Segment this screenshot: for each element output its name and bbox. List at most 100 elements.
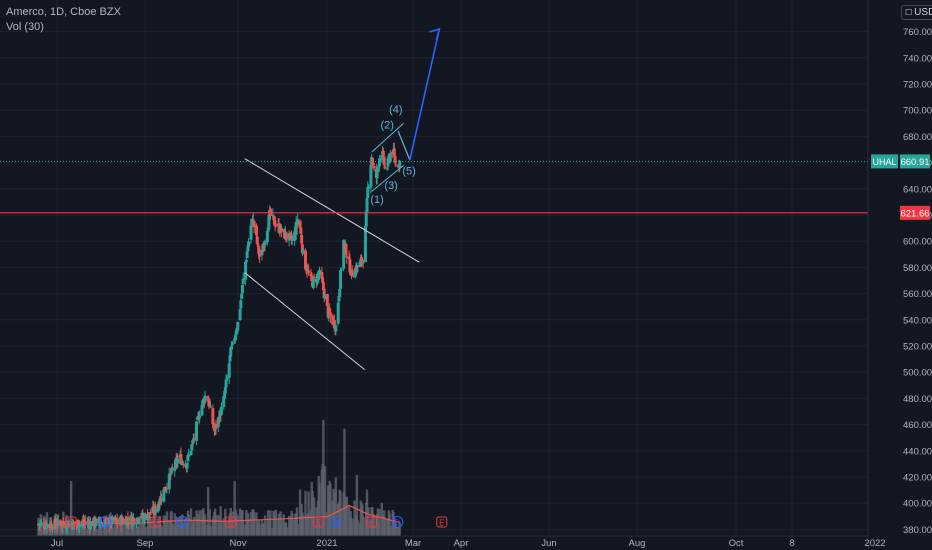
volume-bar (343, 428, 346, 536)
candle-body (146, 516, 150, 521)
candle-body (239, 300, 243, 309)
volume-bar (304, 490, 307, 536)
candle-body (301, 249, 305, 254)
volume-bar (220, 522, 223, 536)
candle-body (207, 399, 211, 407)
price-tick-label: 740.00 (903, 53, 932, 64)
candle-body (40, 522, 44, 524)
candle-body (93, 517, 97, 527)
candle-body (195, 421, 198, 441)
candle-body (218, 410, 222, 422)
candle-body (293, 231, 297, 241)
wedge-line (371, 164, 404, 192)
candle-body (261, 249, 265, 253)
volume-bar (203, 514, 207, 536)
candle-body (246, 247, 250, 252)
time-tick-label: Oct (729, 538, 744, 549)
candle-body (97, 519, 101, 523)
volume-bar (206, 487, 210, 536)
volume-bar (355, 475, 359, 536)
candle-body (235, 329, 239, 334)
candle-body (244, 259, 248, 263)
candle-body (377, 158, 381, 167)
candle-body (268, 208, 272, 216)
price-tick-label: 480.00 (903, 394, 932, 405)
candle-body (230, 346, 234, 350)
currency-button[interactable]: ☐ USD (901, 5, 932, 20)
price-tick-label: 720.00 (903, 79, 932, 90)
candle-body (168, 474, 172, 476)
price-tick-label: 600.00 (903, 237, 932, 248)
candle-body (298, 220, 302, 229)
candle-body (115, 518, 119, 523)
volume-bar (182, 522, 185, 536)
candle-body (230, 341, 234, 346)
candle-body (42, 524, 46, 528)
volume-bar (345, 496, 348, 536)
time-tick-label: Nov (230, 538, 247, 549)
candle-body (271, 214, 275, 217)
time-tick-label: Sep (137, 538, 154, 549)
candle-body (394, 164, 398, 166)
symbol-title[interactable]: Amerco, 1D, Cboe BZX (6, 6, 121, 18)
volume-indicator-label[interactable]: Vol (30) (6, 21, 44, 33)
earnings-marker (65, 516, 77, 528)
candle-body (86, 523, 89, 525)
price-tick-label: 700.00 (903, 106, 932, 117)
candle-body (260, 249, 264, 256)
volume-bar (192, 516, 196, 536)
candle-body (381, 150, 385, 155)
volume-bar (318, 482, 321, 536)
candle-body (132, 518, 136, 524)
candle-body (300, 234, 304, 244)
grid-lines (0, 0, 876, 536)
candle-body (238, 309, 242, 321)
candle-body (228, 355, 232, 362)
volume-bars (37, 420, 401, 536)
candle-body (392, 148, 396, 156)
candle-body (263, 241, 267, 246)
candle-body (164, 487, 168, 491)
time-tick-label: Aug (629, 538, 646, 549)
candle-body (328, 312, 332, 317)
volume-bar (100, 524, 103, 536)
candle-body (78, 524, 82, 528)
candle-body (328, 309, 332, 315)
price-axis[interactable]: 380.00 400.00 420.00 440.00 460.00 480.00 500.… (867, 0, 932, 550)
candle-body (254, 225, 258, 236)
time-tick-label: 2021 (316, 538, 337, 549)
candle-body (71, 520, 75, 530)
volume-bar (378, 509, 381, 536)
currency-label: USD (914, 7, 932, 18)
volume-bar (198, 510, 201, 536)
candle-body (191, 439, 195, 441)
volume-bar (37, 518, 40, 536)
candle-body (224, 379, 228, 388)
channel-line (244, 272, 365, 370)
candle-body (185, 463, 189, 469)
candle-body (121, 518, 125, 521)
candle-body (216, 417, 220, 428)
candle-body (348, 259, 352, 273)
candle-body (258, 252, 262, 257)
candle-body (247, 241, 251, 247)
wave-label: (1) (370, 194, 383, 206)
candle-body (180, 461, 184, 463)
volume-bar (389, 525, 392, 536)
candle-body (342, 240, 346, 269)
volume-bar (151, 516, 155, 536)
candle-body (331, 316, 335, 325)
time-axis[interactable]: Jul Sep Nov 2021 Mar Apr Jun Aug Oct 8 2022 (0, 535, 886, 550)
price-axis-bg (868, 0, 932, 550)
candle-body (165, 487, 169, 489)
candle-body (135, 522, 139, 525)
candle-body (309, 273, 313, 277)
earnings-marker (149, 516, 161, 528)
candle-body (223, 387, 227, 394)
candle-body (136, 519, 140, 523)
volume-bar (175, 516, 178, 536)
wave-label: (4) (389, 104, 402, 116)
candle-body (256, 243, 260, 245)
